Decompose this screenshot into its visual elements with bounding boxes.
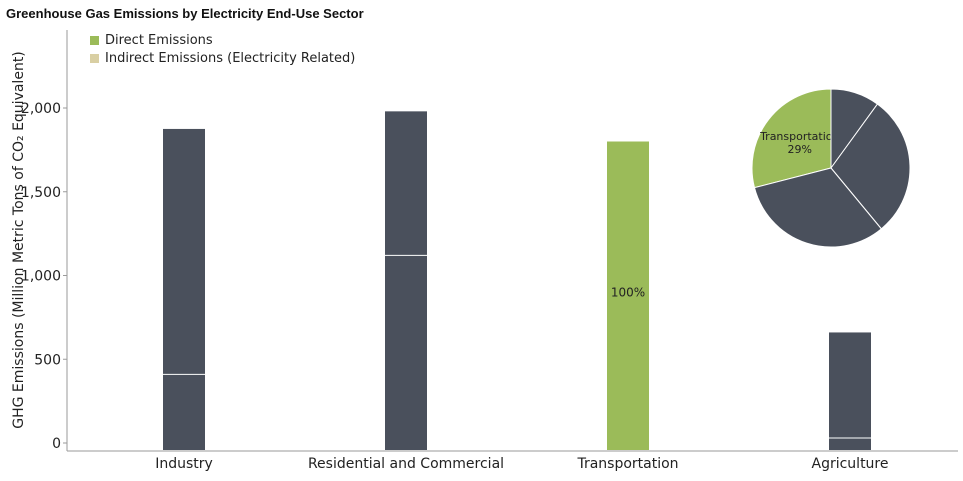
y-tick-label: 2,000 bbox=[21, 101, 61, 117]
y-axis-label: GHG Emissions (Million Metric Tons of CO… bbox=[11, 51, 27, 429]
bar-segment bbox=[163, 374, 205, 450]
pie-slice-label: Transportation bbox=[759, 130, 839, 143]
legend-swatch-direct bbox=[90, 35, 99, 45]
bar-segment bbox=[385, 111, 427, 256]
pie-slice bbox=[753, 167, 883, 248]
legend-label-direct: Direct Emissions bbox=[105, 32, 213, 48]
bar-segment bbox=[607, 141, 649, 450]
x-category-label: Agriculture bbox=[812, 456, 889, 472]
legend-item-direct: Direct Emissions bbox=[90, 31, 355, 49]
pie-slice bbox=[751, 88, 832, 189]
legend-swatch-indirect bbox=[90, 53, 99, 63]
pie-slice-value: 29% bbox=[788, 143, 812, 156]
legend-label-indirect: Indirect Emissions (Electricity Related) bbox=[105, 50, 356, 66]
bar-segment bbox=[829, 437, 871, 450]
y-tick-label: 0 bbox=[52, 436, 61, 452]
y-tick-label: 500 bbox=[34, 352, 61, 368]
bar-segment bbox=[385, 255, 427, 450]
x-category-label: Residential and Commercial bbox=[308, 456, 504, 472]
bar-data-label: 100% bbox=[611, 285, 645, 299]
bar-segment bbox=[829, 332, 871, 438]
chart-title: Greenhouse Gas Emissions by Electricity … bbox=[6, 6, 364, 21]
y-tick-label: 1,500 bbox=[21, 185, 61, 201]
x-category-label: Industry bbox=[155, 456, 213, 472]
x-category-label: Transportation bbox=[576, 456, 678, 472]
pie-slice bbox=[830, 103, 911, 230]
y-tick-label: 1,000 bbox=[21, 269, 61, 285]
bar-segment bbox=[163, 128, 205, 375]
legend-item-indirect: Indirect Emissions (Electricity Related) bbox=[90, 49, 355, 67]
legend: Direct Emissions Indirect Emissions (Ele… bbox=[90, 31, 355, 67]
